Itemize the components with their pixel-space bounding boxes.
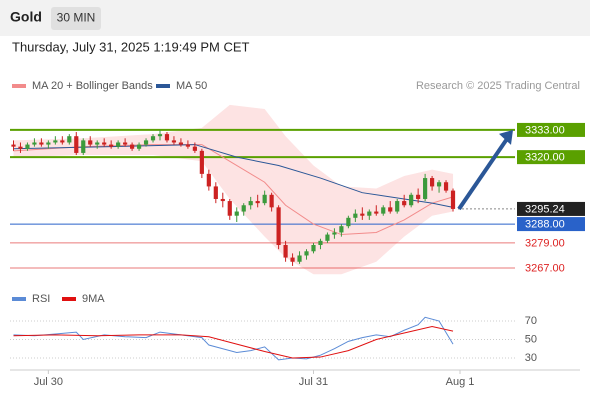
- candle-body: [53, 140, 58, 143]
- candle-body: [234, 211, 239, 216]
- level-label: 3333.00: [525, 124, 565, 136]
- legend-label: MA 20 + Bollinger Bands: [32, 80, 153, 92]
- legend-swatch: [156, 84, 170, 88]
- x-tick-label: Jul 30: [34, 376, 63, 388]
- candle-body: [381, 207, 386, 214]
- candle-body: [353, 213, 358, 218]
- level-label: 3288.00: [525, 218, 565, 230]
- candle-body: [388, 207, 393, 212]
- legend-swatch: [62, 297, 76, 301]
- legend-label: 9MA: [82, 293, 105, 305]
- candle-body: [283, 245, 288, 258]
- credit: Research © 2025 Trading Central: [416, 80, 580, 92]
- level-label: 3267.00: [525, 262, 565, 274]
- candle-body: [11, 144, 16, 147]
- candle-body: [150, 136, 156, 141]
- candle-body: [178, 142, 184, 145]
- candle-body: [109, 144, 114, 147]
- candle-body: [116, 142, 121, 147]
- candle-body: [269, 194, 274, 208]
- candle-body: [102, 142, 107, 145]
- candle-body: [241, 205, 246, 212]
- candle-body: [60, 140, 65, 143]
- x-tick-label: Aug 1: [446, 376, 475, 388]
- candle-body: [171, 140, 177, 143]
- candle-body: [409, 194, 414, 206]
- level-label: 3279.00: [525, 237, 565, 249]
- interval-button[interactable]: [51, 7, 101, 30]
- y-tick-label: 70: [525, 315, 537, 327]
- candle-body: [220, 198, 225, 202]
- candle-body: [39, 142, 44, 145]
- candle-body: [423, 178, 428, 199]
- candle-body: [95, 142, 100, 145]
- level-label-box: [517, 150, 585, 165]
- legend-swatch: [12, 84, 26, 88]
- candle-body: [164, 134, 170, 141]
- candle-body: [81, 140, 86, 153]
- candle-body: [136, 144, 142, 149]
- candle-body: [443, 182, 449, 191]
- candle-body: [192, 146, 197, 151]
- candle-body: [325, 234, 330, 241]
- candle-body: [290, 257, 295, 262]
- forecast-arrow: [457, 137, 509, 211]
- candle-body: [318, 240, 323, 246]
- x-tick-label: Jul 31: [299, 376, 328, 388]
- candle-body: [311, 245, 316, 252]
- candle-body: [123, 142, 128, 145]
- candle-body: [430, 178, 435, 187]
- candle-body: [360, 213, 365, 216]
- candle-body: [32, 142, 37, 145]
- level-label-box: [517, 201, 585, 216]
- candle-body: [262, 194, 267, 204]
- candle-body: [255, 201, 260, 204]
- moving-average: [13, 144, 454, 236]
- candle-body: [67, 136, 72, 143]
- level-label-box: [517, 122, 585, 137]
- candle-body: [130, 144, 135, 149]
- indicator-line: [13, 326, 454, 359]
- candle-body: [395, 201, 400, 212]
- legend-label: RSI: [32, 293, 50, 305]
- interval-label[interactable]: 30 MIN: [57, 11, 96, 25]
- candle-body: [248, 201, 253, 206]
- candle-body: [332, 232, 337, 235]
- candle-body: [25, 144, 30, 149]
- y-tick-label: 50: [525, 333, 537, 345]
- candle-body: [227, 201, 232, 216]
- candle-body: [276, 207, 281, 246]
- forecast-arrowhead: [499, 129, 513, 145]
- candle-body: [304, 251, 309, 256]
- candle-body: [213, 186, 218, 199]
- candle-body: [374, 211, 379, 214]
- candle-body: [18, 146, 23, 149]
- candle-body: [157, 134, 163, 137]
- candle-body: [339, 226, 344, 233]
- candle-body: [416, 194, 421, 199]
- candle-body: [297, 255, 302, 262]
- candle-body: [46, 142, 51, 145]
- candle-body: [185, 144, 190, 147]
- candle-body: [74, 136, 79, 153]
- level-label-box: [517, 217, 585, 232]
- candle-body: [450, 190, 456, 209]
- candle-body: [402, 201, 407, 206]
- indicator-line: [13, 316, 454, 361]
- legend-swatch: [12, 297, 26, 301]
- candle-body: [206, 173, 211, 187]
- candle-body: [88, 140, 93, 145]
- instrument-title: Gold: [10, 9, 42, 25]
- timestamp: Thursday, July 31, 2025 1:19:49 PM CET: [12, 39, 250, 54]
- legend-label: MA 50: [176, 80, 207, 92]
- candle-body: [199, 150, 204, 174]
- level-label: 3320.00: [525, 152, 565, 164]
- y-tick-label: 30: [525, 352, 537, 364]
- candle-body: [346, 217, 351, 227]
- level-label: 3295.24: [525, 203, 565, 215]
- candle-body: [143, 140, 149, 145]
- candle-body: [436, 182, 442, 187]
- candle-body: [367, 211, 372, 216]
